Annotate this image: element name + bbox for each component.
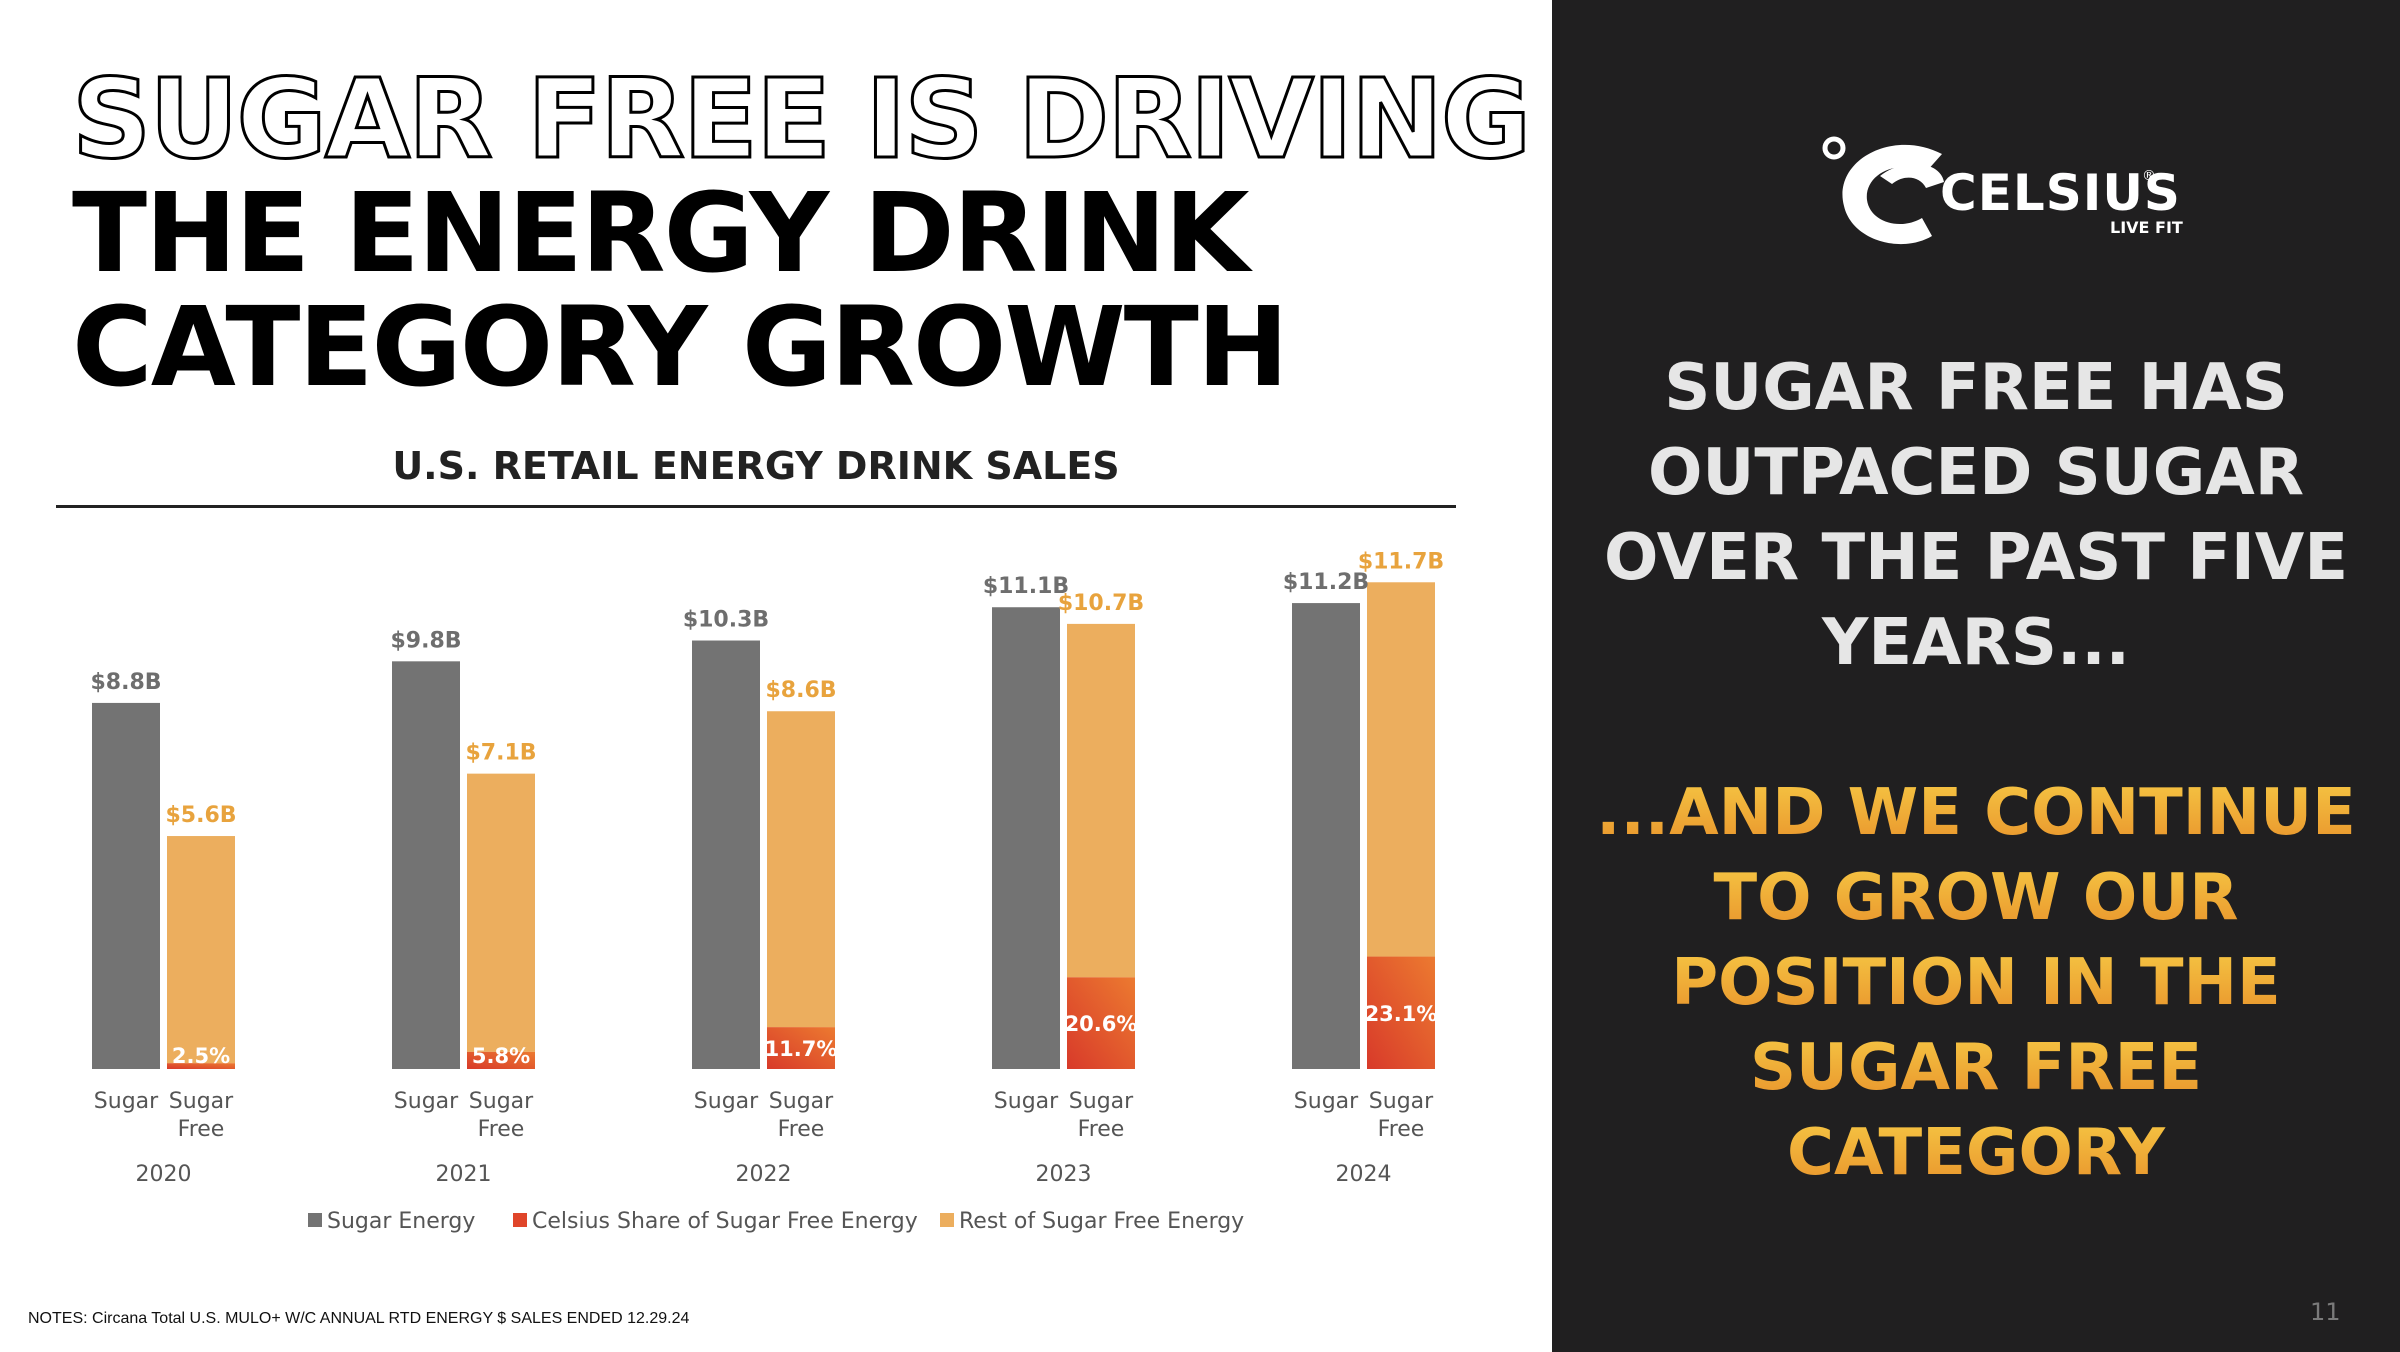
statement-line: OUTPACED SUGAR bbox=[1647, 436, 2305, 510]
statement-line: SUGAR FREE HAS bbox=[1664, 351, 2288, 425]
rest-sugar-free-bar bbox=[467, 773, 535, 1052]
statement-line: YEARS... bbox=[1822, 606, 2130, 680]
bar-category-label: Sugar bbox=[769, 1089, 834, 1114]
bar-category-label: Sugar bbox=[169, 1089, 234, 1114]
brand-wordmark: CELSIUS bbox=[1940, 164, 2181, 222]
sugar-bar bbox=[692, 640, 760, 1069]
celsius-share-label: 11.7% bbox=[765, 1037, 838, 1061]
sugar-value-label: $10.3B bbox=[683, 608, 769, 633]
sugar-free-value-label: $7.1B bbox=[465, 741, 536, 766]
continuation-line: POSITION IN THE bbox=[1671, 946, 2281, 1020]
bar-category-label: Sugar bbox=[394, 1089, 459, 1114]
sugar-free-value-label: $5.6B bbox=[165, 803, 236, 828]
year-tick-label: 2021 bbox=[436, 1162, 492, 1187]
sugar-bar bbox=[992, 607, 1060, 1069]
celsius-share-bar bbox=[167, 1063, 235, 1069]
bar-category-label: Free bbox=[178, 1117, 225, 1142]
bar-category-label: Sugar bbox=[469, 1089, 534, 1114]
source-notes: NOTES: Circana Total U.S. MULO+ W/C ANNU… bbox=[28, 1310, 690, 1327]
bar-category-label: Sugar bbox=[1294, 1089, 1359, 1114]
sugar-value-label: $11.2B bbox=[1283, 570, 1369, 595]
bar-category-label: Free bbox=[478, 1117, 525, 1142]
bar-category-label: Sugar bbox=[1069, 1089, 1134, 1114]
bar-chart: $8.8B $5.6B 2.5% Sugar Sugar Free 2020 $9.8B $7.… bbox=[90, 549, 1444, 1234]
celsius-share-label: 5.8% bbox=[472, 1044, 530, 1068]
continuation-line: TO GROW OUR bbox=[1713, 861, 2238, 935]
celsius-share-bar bbox=[767, 1027, 835, 1069]
sugar-value-label: $11.1B bbox=[983, 574, 1069, 599]
message-panel bbox=[1552, 0, 2400, 1352]
continuation-line: SUGAR FREE bbox=[1750, 1031, 2202, 1105]
legend-label: Celsius Share of Sugar Free Energy bbox=[532, 1209, 918, 1234]
celsius-share-label: 20.6% bbox=[1065, 1012, 1138, 1036]
year-tick-label: 2020 bbox=[136, 1162, 192, 1187]
celsius-share-bar bbox=[1067, 977, 1135, 1069]
rest-sugar-free-bar bbox=[1367, 582, 1435, 957]
continuation-line: ...AND WE CONTINUE bbox=[1596, 776, 2356, 850]
celsius-logo-icon bbox=[1822, 136, 1944, 245]
bar-category-label: Free bbox=[1078, 1117, 1125, 1142]
sugar-free-value-label: $10.7B bbox=[1058, 591, 1144, 616]
chart-title-divider bbox=[56, 505, 1456, 508]
celsius-share-label: 2.5% bbox=[172, 1044, 230, 1068]
title-line-2: THE ENERGY DRINK bbox=[72, 169, 1250, 297]
bar-category-label: Free bbox=[1378, 1117, 1425, 1142]
sugar-bar bbox=[92, 702, 160, 1069]
sugar-bar bbox=[392, 661, 460, 1069]
bar-category-label: Sugar bbox=[94, 1089, 159, 1114]
statement-line: OVER THE PAST FIVE bbox=[1603, 521, 2349, 595]
sugar-value-label: $9.8B bbox=[390, 628, 461, 653]
title-line-3: CATEGORY GROWTH bbox=[72, 283, 1289, 411]
year-tick-label: 2023 bbox=[1036, 1162, 1092, 1187]
brand-tagline: LIVE FIT bbox=[2110, 218, 2183, 237]
rest-sugar-free-bar bbox=[167, 836, 235, 1064]
continuation-text: ...AND WE CONTINUE TO GROW OUR POSITION … bbox=[1596, 776, 2356, 1190]
sugar-free-value-label: $8.6B bbox=[765, 678, 836, 703]
rest-sugar-free-bar bbox=[1067, 623, 1135, 978]
trademark-symbol: ® bbox=[2142, 168, 2156, 184]
rest-sugar-free-bar bbox=[767, 711, 835, 1028]
statement-text: SUGAR FREE HAS OUTPACED SUGAR OVER THE P… bbox=[1552, 346, 2400, 686]
year-tick-label: 2022 bbox=[736, 1162, 792, 1187]
legend-label: Rest of Sugar Free Energy bbox=[959, 1209, 1244, 1234]
sugar-free-value-label: $11.7B bbox=[1358, 549, 1444, 574]
page-number: 11 bbox=[2310, 1298, 2341, 1326]
bar-category-label: Sugar bbox=[994, 1089, 1059, 1114]
legend-swatch bbox=[940, 1213, 954, 1227]
legend-swatch bbox=[308, 1213, 322, 1227]
year-tick-label: 2024 bbox=[1336, 1162, 1392, 1187]
sugar-value-label: $8.8B bbox=[90, 670, 161, 695]
legend-label: Sugar Energy bbox=[327, 1209, 475, 1234]
bar-category-label: Free bbox=[778, 1117, 825, 1142]
title-outline-line: SUGAR FREE IS DRIVING bbox=[70, 55, 1532, 183]
bar-category-label: Sugar bbox=[1369, 1089, 1434, 1114]
legend-swatch bbox=[513, 1213, 527, 1227]
sugar-bar bbox=[1292, 603, 1360, 1069]
continuation-line: CATEGORY bbox=[1787, 1116, 2166, 1190]
celsius-share-bar bbox=[1367, 956, 1435, 1069]
celsius-share-label: 23.1% bbox=[1365, 1002, 1438, 1026]
bar-category-label: Sugar bbox=[694, 1089, 759, 1114]
celsius-share-bar bbox=[467, 1051, 535, 1069]
chart-title: U.S. RETAIL ENERGY DRINK SALES bbox=[392, 444, 1120, 488]
